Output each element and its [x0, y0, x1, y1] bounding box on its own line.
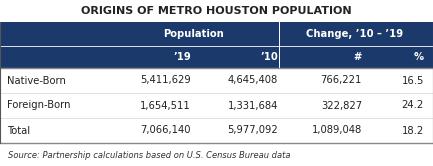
Text: %: % [414, 52, 424, 62]
Text: 16.5: 16.5 [402, 76, 424, 85]
Text: 5,977,092: 5,977,092 [227, 125, 278, 135]
Text: ’10: ’10 [260, 52, 278, 62]
Text: Population: Population [163, 29, 224, 39]
Text: 322,827: 322,827 [321, 100, 362, 111]
Bar [0, 22, 433, 68]
Text: Source: Partnership calculations based on U.S. Census Bureau data: Source: Partnership calculations based o… [8, 151, 291, 160]
Text: 24.2: 24.2 [402, 100, 424, 111]
Text: 1,654,511: 1,654,511 [140, 100, 191, 111]
Text: ’19: ’19 [173, 52, 191, 62]
Text: 18.2: 18.2 [402, 125, 424, 135]
Text: Native-Born: Native-Born [7, 76, 66, 85]
Text: Change, ’10 – ’19: Change, ’10 – ’19 [307, 29, 404, 39]
Text: 1,089,048: 1,089,048 [312, 125, 362, 135]
Text: 1,331,684: 1,331,684 [228, 100, 278, 111]
Text: 766,221: 766,221 [320, 76, 362, 85]
Text: ORIGINS OF METRO HOUSTON POPULATION: ORIGINS OF METRO HOUSTON POPULATION [81, 6, 351, 16]
Text: 5,411,629: 5,411,629 [140, 76, 191, 85]
Text: Foreign-Born: Foreign-Born [7, 100, 71, 111]
Text: Total: Total [7, 125, 30, 135]
Text: 7,066,140: 7,066,140 [140, 125, 191, 135]
Text: #: # [354, 52, 362, 62]
Text: 4,645,408: 4,645,408 [228, 76, 278, 85]
